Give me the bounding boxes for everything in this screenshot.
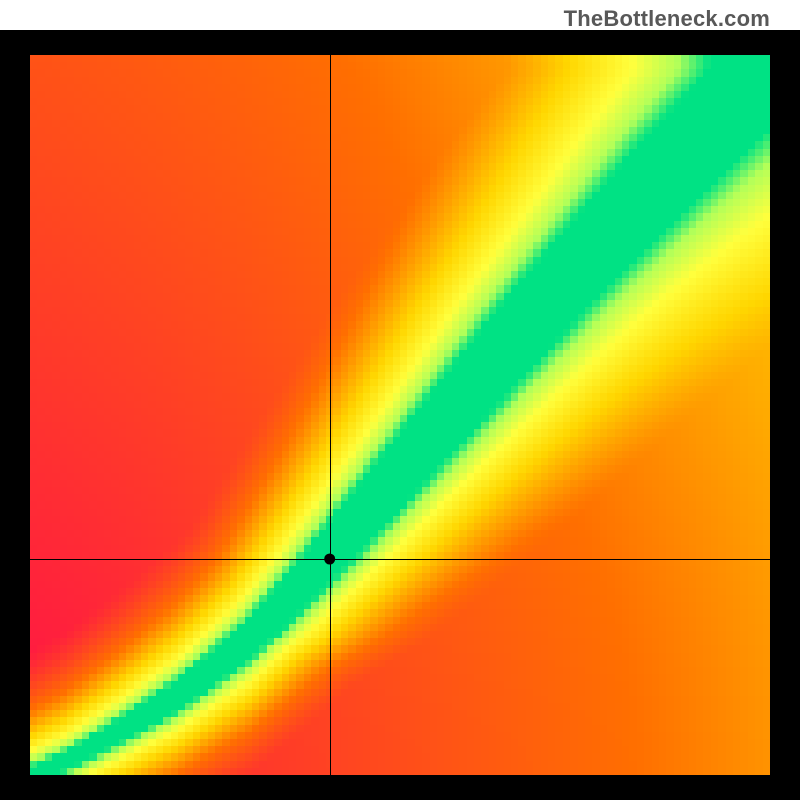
heatmap-canvas [30,55,770,775]
watermark-text: TheBottleneck.com [564,6,770,32]
chart-wrapper: TheBottleneck.com [0,0,800,800]
